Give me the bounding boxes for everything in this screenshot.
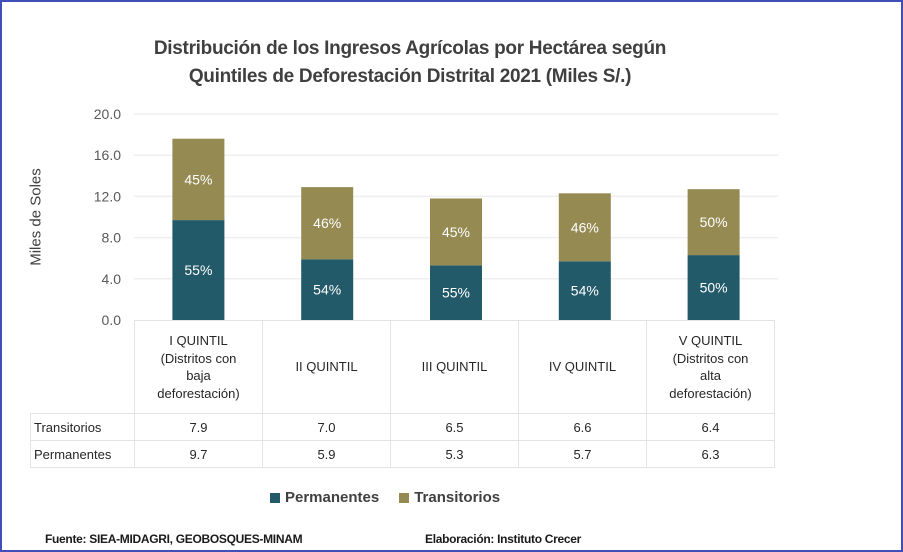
row-label-permanentes: Permanentes [30, 440, 135, 468]
data-label-permanentes: 54% [313, 282, 341, 298]
data-table-row-permanentes: Permanentes 9.7 5.9 5.3 5.7 6.3 [30, 440, 775, 468]
chart-title: Distribución de los Ingresos Agrícolas p… [60, 35, 760, 91]
data-label-permanentes: 55% [184, 262, 212, 278]
category-label-line: deforestación) [157, 385, 240, 401]
legend-label-transitorios: Transitorios [414, 489, 501, 506]
table-cell: 6.5 [390, 413, 519, 441]
chart-title-line-1: Distribución de los Ingresos Agrícolas p… [153, 38, 667, 59]
category-label-line: deforestación) [669, 385, 752, 401]
bar-transitorios [172, 138, 225, 221]
y-tick-label: 4.0 [102, 271, 122, 287]
category-label-line: IV QUINTIL [548, 359, 617, 375]
table-cell: 5.7 [518, 440, 647, 468]
table-cell: 7.0 [262, 413, 391, 441]
data-label-permanentes: 50% [700, 280, 728, 296]
bars: 55% 45% 54% 46% 55% 45% 54% 46% 50% 50% [172, 138, 740, 320]
table-cell: 7.9 [134, 413, 263, 441]
y-tick-label: 8.0 [102, 230, 122, 246]
table-cell: 6.6 [518, 413, 647, 441]
bar-permanentes [687, 255, 740, 320]
legend-swatch-transitorios [399, 492, 410, 503]
category-label-4: IV QUINTIL [518, 320, 647, 414]
category-label-line: III QUINTIL [421, 359, 488, 375]
bar-permanentes [430, 265, 482, 320]
category-label-line: (Distritos con [160, 350, 237, 366]
data-table-header-row: I QUINTIL (Distritos con baja deforestación… [30, 320, 775, 414]
y-tick-labels: 0.04.08.012.016.020.0 [94, 106, 121, 328]
data-label-transitorios: 46% [313, 215, 341, 231]
y-tick-label: 12.0 [94, 188, 121, 204]
y-tick-label: 20.0 [94, 106, 121, 122]
chart-title-line-2: Quintiles de Deforestación Distrital 202… [188, 66, 632, 87]
category-label-2: II QUINTIL [262, 320, 391, 414]
data-label-transitorios: 46% [571, 219, 599, 235]
source-note: Fuente: SIEA-MIDAGRI, GEOBOSQUES-MINAM [45, 532, 303, 546]
table-cell: 6.3 [646, 440, 775, 468]
bar-permanentes [558, 261, 611, 320]
data-table-row-transitorios: Transitorios 7.9 7.0 6.5 6.6 6.4 [30, 413, 775, 441]
legend-swatch-permanentes [270, 492, 280, 503]
category-label-1: I QUINTIL (Distritos con baja deforestación… [134, 320, 263, 414]
data-label-transitorios: 45% [442, 224, 470, 240]
bar-transitorios [430, 198, 482, 266]
legend: Permanentes Transitorios [270, 489, 500, 506]
data-label-permanentes: 54% [571, 283, 599, 299]
category-label-3: III QUINTIL [390, 320, 519, 414]
legend-item-permanentes: Permanentes [270, 489, 379, 506]
table-cell: 6.4 [646, 413, 775, 441]
bar-transitorios [687, 189, 740, 256]
data-label-transitorios: 50% [700, 214, 728, 230]
legend-label-permanentes: Permanentes [285, 489, 380, 506]
category-label-line: alta [700, 368, 721, 383]
bar-transitorios [301, 187, 354, 260]
table-cell: 9.7 [134, 440, 263, 468]
data-label-transitorios: 45% [184, 171, 212, 187]
bar-permanentes [172, 220, 225, 320]
category-label-line: II QUINTIL [295, 359, 358, 375]
legend-item-transitorios: Transitorios [399, 489, 500, 506]
category-label-line: I QUINTIL [169, 333, 228, 348]
row-label-transitorios: Transitorios [30, 413, 135, 441]
bar-transitorios [558, 193, 611, 262]
table-cell: 5.3 [390, 440, 519, 468]
category-label-line: baja [186, 368, 211, 383]
category-label-5: V QUINTIL (Distritos con alta deforestación… [646, 320, 775, 414]
y-tick-label: 16.0 [94, 147, 121, 163]
data-table: I QUINTIL (Distritos con baja deforestación… [30, 320, 775, 468]
category-label-line: V QUINTIL [678, 333, 743, 348]
bar-permanentes [301, 259, 354, 320]
category-label-line: (Distritos con [672, 350, 749, 366]
credit-note: Elaboración: Instituto Crecer [425, 532, 581, 546]
data-label-permanentes: 55% [442, 285, 470, 301]
table-cell: 5.9 [262, 440, 391, 468]
data-table-corner [30, 320, 135, 414]
